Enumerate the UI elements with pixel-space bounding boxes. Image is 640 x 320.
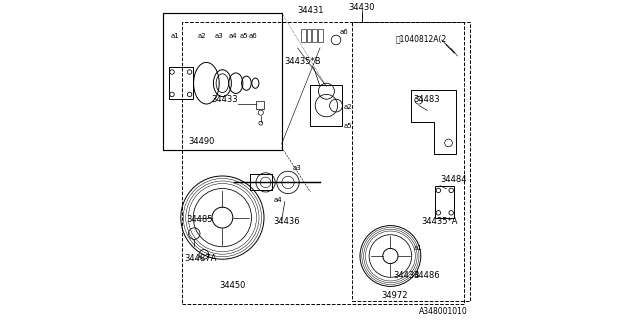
Text: 34434: 34434 xyxy=(394,271,420,280)
Text: A348001010: A348001010 xyxy=(419,307,467,316)
Text: a6: a6 xyxy=(339,28,348,35)
Bar xyxy=(352,22,470,301)
Text: 34433: 34433 xyxy=(212,95,239,104)
Text: 34431: 34431 xyxy=(297,6,324,15)
Bar xyxy=(307,29,312,42)
Text: 34486: 34486 xyxy=(413,271,440,280)
Text: 34485: 34485 xyxy=(187,215,213,224)
Bar xyxy=(310,85,342,126)
Text: ⑂1040812A(2: ⑂1040812A(2 xyxy=(396,35,447,44)
Text: a3: a3 xyxy=(292,164,301,171)
Text: 34483: 34483 xyxy=(413,95,440,104)
Text: 34484: 34484 xyxy=(440,175,467,184)
Bar xyxy=(163,13,282,150)
Bar xyxy=(169,67,193,99)
Text: 34436: 34436 xyxy=(274,217,300,226)
Text: a3: a3 xyxy=(215,33,223,39)
Text: a4: a4 xyxy=(274,196,282,203)
Text: a6: a6 xyxy=(248,33,257,39)
Text: a1: a1 xyxy=(171,33,180,39)
Text: 34430: 34430 xyxy=(348,3,375,12)
Text: 34450: 34450 xyxy=(219,281,245,290)
Text: a2: a2 xyxy=(344,104,353,110)
Text: a5: a5 xyxy=(344,123,353,129)
Bar xyxy=(301,29,306,42)
Text: a5: a5 xyxy=(239,33,248,39)
Text: a1: a1 xyxy=(414,244,422,251)
Bar xyxy=(318,29,323,42)
Text: 34490: 34490 xyxy=(188,137,215,146)
Text: 34487A: 34487A xyxy=(184,254,216,263)
Text: a4: a4 xyxy=(228,33,237,39)
Text: a2: a2 xyxy=(197,33,206,39)
Text: 34435*B: 34435*B xyxy=(284,57,321,66)
Text: 34972: 34972 xyxy=(381,291,407,300)
Bar xyxy=(256,101,264,109)
Bar xyxy=(182,22,464,304)
Text: 34435*A: 34435*A xyxy=(421,217,458,226)
Bar xyxy=(312,29,317,42)
Bar xyxy=(435,186,454,218)
